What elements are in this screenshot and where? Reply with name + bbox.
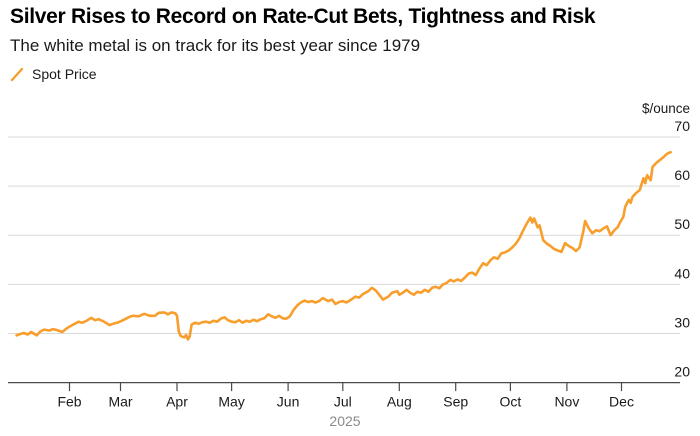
line-slash-icon	[10, 67, 25, 82]
x-axis-label: Mar	[108, 394, 132, 410]
x-axis-label: May	[218, 394, 244, 410]
y-axis-label: 60	[674, 167, 690, 183]
y-axis-label: 30	[674, 315, 690, 331]
price-line	[15, 150, 673, 341]
y-axis-unit-label: $/ounce	[642, 101, 690, 116]
line-plot	[15, 150, 673, 341]
gridlines	[8, 136, 680, 334]
chart-title: Silver Rises to Record on Rate-Cut Bets,…	[10, 5, 596, 28]
x-axis: Feb Mar Apr May Jun Jul Aug Sep Oct Nov Dec	[8, 381, 680, 410]
x-axis-label: Dec	[609, 394, 634, 410]
x-axis-label: Oct	[500, 394, 522, 410]
x-axis-label: Jul	[334, 394, 352, 410]
chart-subtitle: The white metal is on track for its best…	[10, 36, 421, 55]
y-axis-label: 70	[674, 118, 690, 134]
x-axis-label: Jun	[277, 394, 300, 410]
y-axis-label: 40	[674, 265, 690, 281]
legend-label: Spot Price	[32, 66, 97, 82]
legend: Spot Price	[10, 66, 97, 82]
y-axis-label: 20	[674, 364, 690, 380]
x-axis-label: Sep	[443, 394, 468, 410]
y-axis-label: 50	[674, 216, 690, 232]
x-axis-label: Feb	[57, 394, 81, 410]
y-axis-labels: 20 30 40 50 60 70	[674, 118, 690, 380]
x-axis-year-label: 2025	[329, 413, 360, 429]
x-axis-label: Apr	[166, 394, 188, 410]
x-axis-label: Nov	[554, 394, 579, 410]
x-axis-label: Aug	[387, 394, 412, 410]
